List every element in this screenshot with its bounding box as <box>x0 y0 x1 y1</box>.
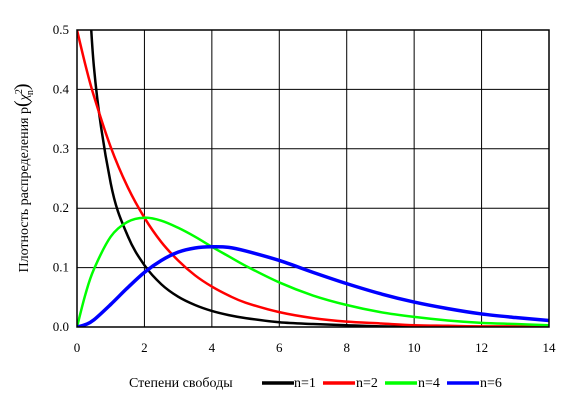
x-tick-labels: 0 2 4 6 8 10 12 14 <box>74 340 556 355</box>
y-tick-label: 0.1 <box>53 260 69 275</box>
y-tick-label: 0.4 <box>53 81 70 96</box>
legend-label-n=1: n=1 <box>294 376 316 391</box>
svg-text:Плотность распределения p(χ2n): Плотность распределения p(χ2n) <box>11 83 36 272</box>
y-axis-label-sub: n <box>25 90 36 95</box>
y-axis-label: Плотность распределения p(χ2n) <box>11 83 36 272</box>
y-tick-label: 0.3 <box>53 141 69 156</box>
x-tick-label: 12 <box>475 340 488 355</box>
series-line-n=6 <box>77 245 549 327</box>
series-curves <box>77 30 549 327</box>
plot-frame <box>76 29 550 328</box>
x-axis-label: Степени свободы <box>129 376 233 391</box>
x-tick-label: 14 <box>543 340 557 355</box>
y-tick-label: 0.2 <box>53 200 69 215</box>
series-line-n=2 <box>77 30 549 327</box>
legend-label-n=6: n=6 <box>480 376 502 391</box>
y-axis-label-symbol: χ <box>17 93 32 102</box>
x-tick-label: 2 <box>141 340 148 355</box>
x-tick-label: 6 <box>276 340 283 355</box>
y-axis-label-prefix: Плотность распределения p <box>17 107 32 273</box>
x-tick-label: 4 <box>209 340 216 355</box>
series-line-n=4 <box>77 216 549 327</box>
y-tick-label: 0.5 <box>53 22 69 37</box>
grid-lines <box>77 30 549 327</box>
x-tick-label: 8 <box>343 340 350 355</box>
x-tick-label: 0 <box>74 340 81 355</box>
legend-label-n=4: n=4 <box>418 376 440 391</box>
y-tick-labels: 0.0 0.1 0.2 0.3 0.4 0.5 <box>53 22 70 334</box>
legend: n=1 n=2 n=4 n=6 <box>262 376 502 391</box>
x-tick-label: 10 <box>408 340 421 355</box>
legend-label-n=2: n=2 <box>356 376 378 391</box>
y-tick-label: 0.0 <box>53 319 69 334</box>
y-axis-label-sup: 2 <box>14 89 25 94</box>
